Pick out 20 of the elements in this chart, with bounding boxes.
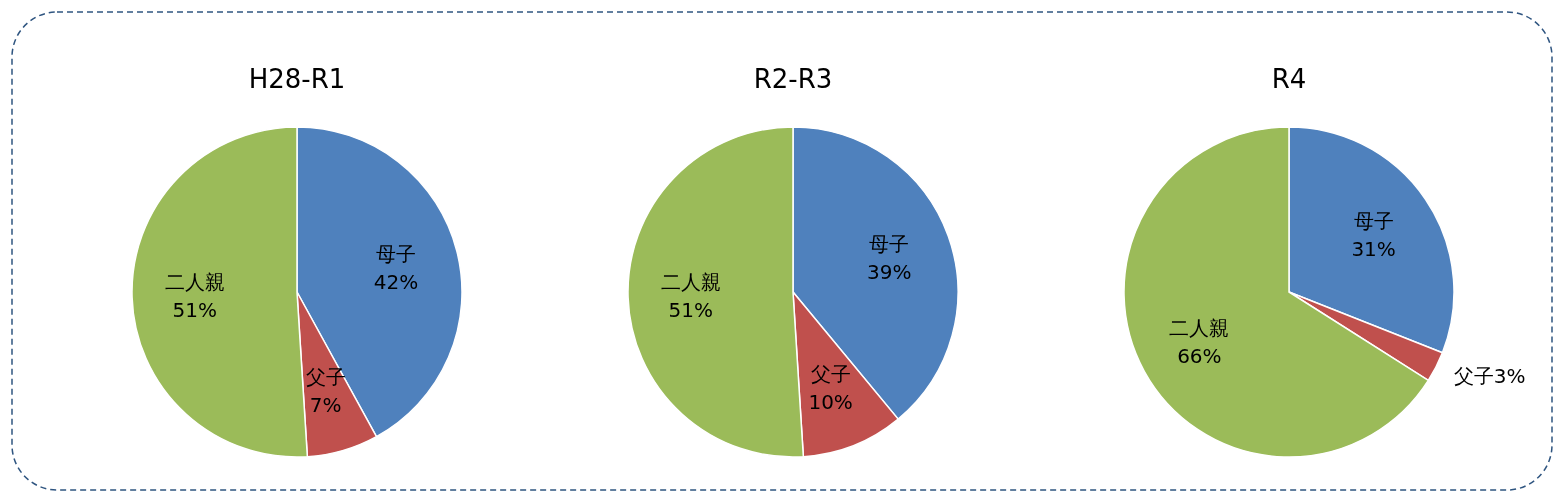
slice-label: 父子3%	[1453, 363, 1526, 388]
slice-label: 母子	[869, 232, 910, 257]
data-label: 7%	[309, 393, 342, 418]
slice-label: 母子	[1353, 209, 1394, 234]
slice-label: 二人親	[660, 270, 721, 295]
slice-label: 二人親	[164, 270, 225, 295]
slice-label: 母子	[376, 241, 417, 266]
slice-label: 父子	[810, 362, 851, 387]
data-label: 10%	[808, 390, 853, 415]
data-label: 42%	[373, 269, 419, 294]
chart-title: R2-R3	[753, 64, 833, 94]
data-label: 39%	[867, 260, 912, 285]
slice-label: 二人親	[1169, 316, 1230, 341]
slice-label: 父子	[305, 365, 346, 390]
data-label: 31%	[1351, 237, 1396, 262]
data-label: 51%	[172, 298, 217, 323]
chart-title: R4	[1271, 64, 1307, 94]
data-label: 51%	[668, 298, 713, 323]
data-label: 66%	[1177, 344, 1222, 369]
chart-title: H28-R1	[248, 64, 346, 94]
